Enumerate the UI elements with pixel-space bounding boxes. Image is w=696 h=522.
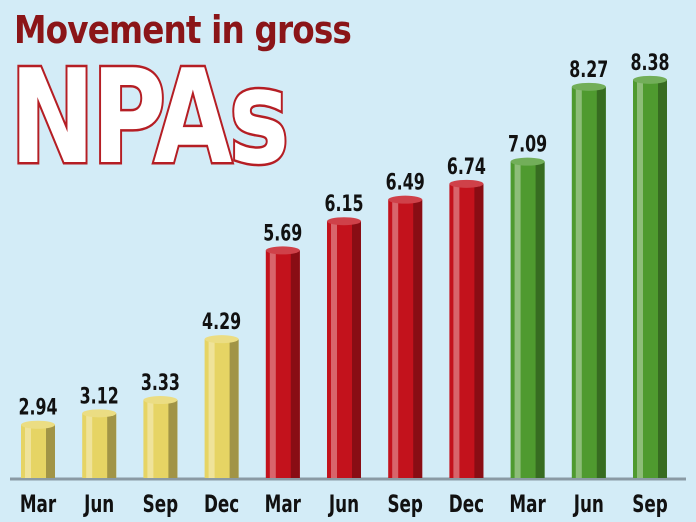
chart-subtitle: NPAs — [8, 41, 291, 193]
bar-highlight — [575, 86, 582, 479]
data-label: 6.74 — [447, 153, 486, 179]
x-tick-label: Mar — [509, 490, 546, 518]
bar-highlight — [25, 424, 31, 478]
bar-highlight — [453, 183, 460, 478]
x-tick-label: Jun — [572, 490, 604, 518]
bar-side — [535, 161, 545, 478]
x-tick-label: Mar — [265, 490, 302, 518]
bar-highlight — [392, 199, 399, 478]
bar-highlight — [208, 339, 215, 478]
bar-highlight — [269, 250, 276, 478]
data-label: 8.27 — [569, 56, 608, 82]
data-label: 4.29 — [202, 308, 241, 334]
bar-side — [352, 221, 361, 479]
bar-side — [46, 424, 55, 478]
bar-side — [413, 199, 423, 478]
x-tick-label: Jun — [82, 490, 114, 518]
data-label: 2.94 — [18, 394, 57, 420]
bar-side — [229, 339, 239, 478]
bar-top — [265, 246, 300, 255]
data-label: 8.38 — [630, 49, 669, 75]
data-label: 6.49 — [386, 169, 425, 195]
bar-highlight — [86, 413, 93, 478]
bar-highlight — [147, 400, 154, 478]
data-label: 3.33 — [141, 369, 180, 395]
bar-side — [107, 413, 117, 478]
bar-highlight — [514, 161, 521, 478]
bar-top — [82, 409, 117, 418]
x-tick-label: Sep — [387, 490, 423, 518]
bar-top — [388, 195, 423, 204]
data-label: 7.09 — [508, 131, 547, 157]
x-tick-label: Dec — [449, 490, 484, 518]
data-label: 5.69 — [263, 220, 302, 246]
bar-highlight — [331, 221, 337, 479]
x-tick-label: Dec — [204, 490, 239, 518]
x-tick-label: Mar — [20, 490, 57, 518]
bar-top — [633, 75, 667, 84]
bar-top — [571, 82, 606, 91]
bar-highlight — [637, 79, 643, 479]
bar-top — [449, 179, 484, 188]
data-label: 3.12 — [80, 383, 119, 409]
bar-top — [510, 157, 545, 166]
bar-top — [204, 335, 239, 344]
bar-side — [596, 86, 606, 479]
x-tick-label: Jun — [327, 490, 359, 518]
x-tick-label: Sep — [632, 490, 668, 518]
bar-top — [143, 396, 178, 405]
bar-side — [474, 183, 484, 478]
bar-top — [327, 217, 361, 226]
bar-side — [168, 400, 178, 478]
data-label: 6.15 — [324, 191, 363, 217]
bar-top — [21, 420, 55, 429]
chart-title: Movement in gross — [14, 8, 352, 52]
bar-side — [290, 250, 300, 478]
x-tick-label: Sep — [143, 490, 179, 518]
bar-side — [658, 79, 667, 479]
